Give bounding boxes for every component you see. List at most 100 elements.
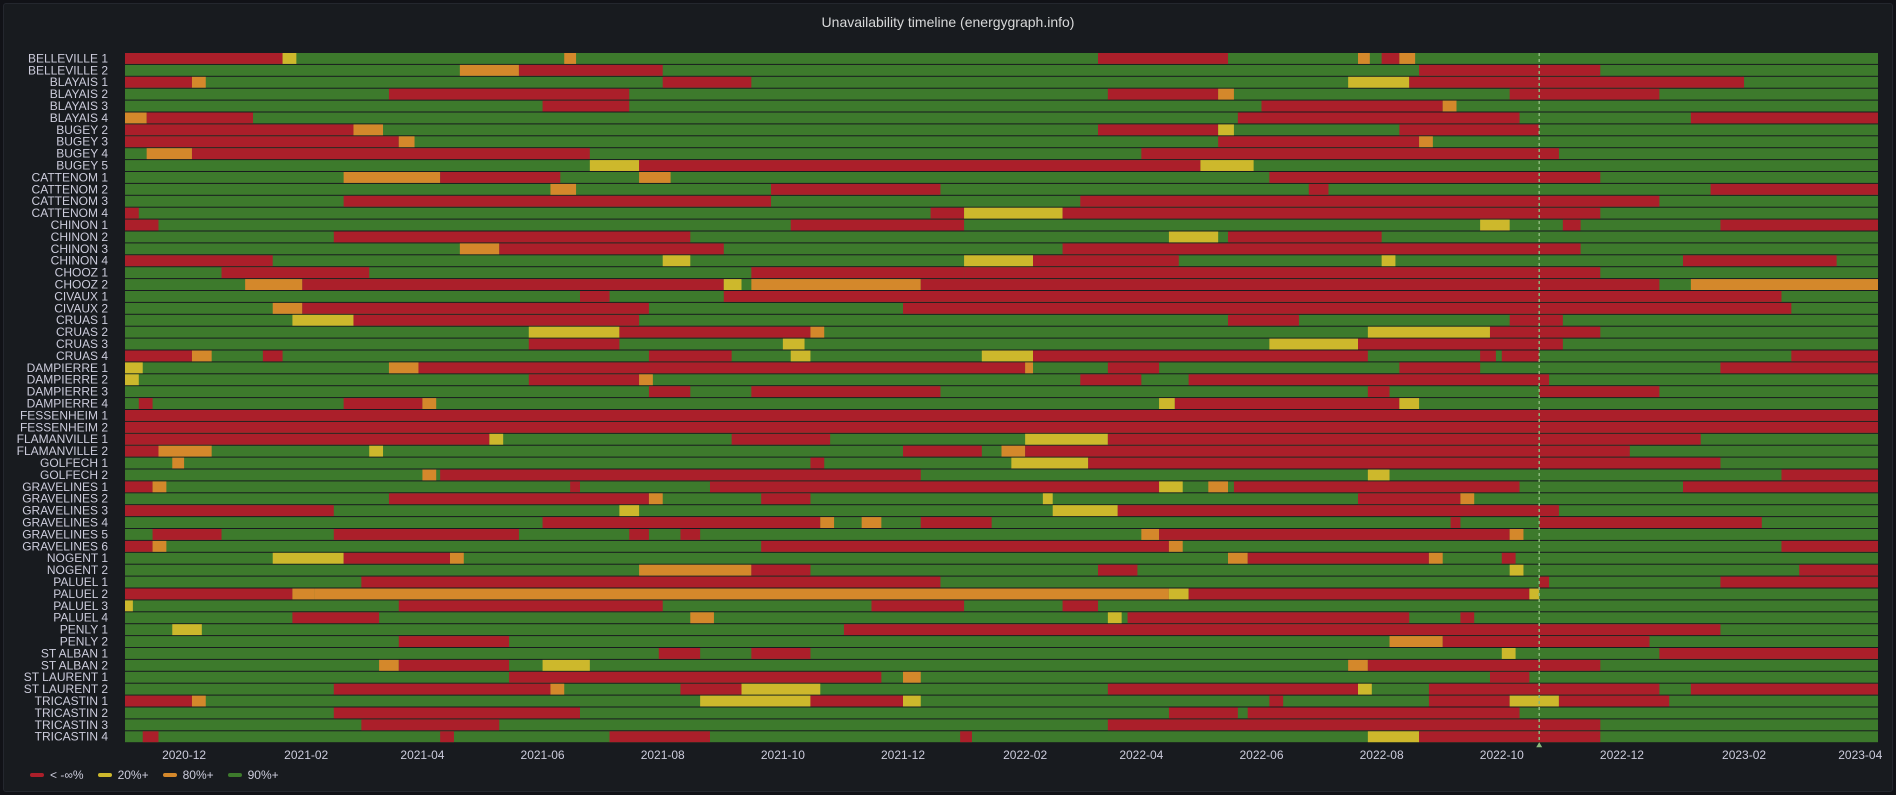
state-span[interactable]: [1348, 659, 1368, 671]
state-span[interactable]: [125, 731, 1878, 743]
state-span[interactable]: [1562, 219, 1581, 231]
state-span[interactable]: [790, 350, 811, 362]
state-span[interactable]: [1269, 172, 1601, 183]
state-span[interactable]: [570, 481, 580, 493]
state-span[interactable]: [1460, 612, 1475, 624]
state-span[interactable]: [782, 338, 805, 350]
state-span[interactable]: [1062, 243, 1581, 255]
state-span[interactable]: [292, 612, 380, 624]
panel-title[interactable]: Unavailability timeline (energygraph.inf…: [821, 14, 1075, 30]
state-span[interactable]: [125, 255, 273, 267]
legend-item[interactable]: 80%+: [162, 768, 214, 782]
state-span[interactable]: [1539, 576, 1550, 588]
state-span[interactable]: [1168, 540, 1183, 552]
state-span[interactable]: [292, 588, 315, 600]
state-span[interactable]: [125, 112, 147, 124]
state-span[interactable]: [1509, 529, 1524, 540]
state-span[interactable]: [388, 362, 419, 374]
state-span[interactable]: [1062, 600, 1099, 612]
state-span[interactable]: [1159, 481, 1183, 493]
state-span[interactable]: [191, 148, 590, 160]
state-span[interactable]: [1799, 564, 1878, 576]
state-span[interactable]: [302, 279, 724, 290]
state-span[interactable]: [1025, 445, 1630, 457]
state-span[interactable]: [422, 469, 437, 481]
state-span[interactable]: [1509, 314, 1563, 326]
state-span[interactable]: [388, 88, 630, 100]
state-span[interactable]: [158, 445, 212, 457]
state-span[interactable]: [639, 160, 1201, 171]
state-span[interactable]: [1399, 53, 1416, 64]
state-span[interactable]: [125, 683, 1878, 695]
state-span[interactable]: [1367, 469, 1390, 481]
state-span[interactable]: [1428, 695, 1510, 707]
state-span[interactable]: [125, 659, 1878, 671]
state-span[interactable]: [920, 279, 1660, 290]
state-span[interactable]: [1450, 517, 1461, 528]
state-span[interactable]: [418, 362, 1026, 374]
state-span[interactable]: [1098, 564, 1138, 576]
state-span[interactable]: [125, 374, 139, 386]
state-span[interactable]: [125, 350, 192, 362]
state-span[interactable]: [440, 172, 561, 183]
state-span[interactable]: [528, 374, 640, 386]
state-span[interactable]: [629, 529, 649, 540]
state-span[interactable]: [843, 624, 1721, 636]
state-span[interactable]: [1460, 493, 1475, 505]
state-span[interactable]: [125, 124, 354, 136]
state-span[interactable]: [518, 64, 663, 76]
state-span[interactable]: [700, 695, 811, 707]
state-span[interactable]: [964, 207, 1063, 219]
state-span[interactable]: [1159, 529, 1510, 540]
state-span[interactable]: [810, 326, 825, 338]
state-span[interactable]: [731, 433, 831, 445]
state-span[interactable]: [751, 648, 811, 659]
state-span[interactable]: [1690, 112, 1878, 124]
state-span[interactable]: [125, 148, 1878, 160]
state-span[interactable]: [1381, 53, 1400, 64]
state-span[interactable]: [1509, 695, 1559, 707]
state-span[interactable]: [810, 695, 904, 707]
state-span[interactable]: [609, 731, 710, 743]
state-span[interactable]: [361, 719, 500, 731]
state-span[interactable]: [142, 731, 159, 743]
state-span[interactable]: [369, 445, 384, 457]
state-span[interactable]: [751, 267, 965, 279]
state-span[interactable]: [1389, 636, 1443, 647]
state-span[interactable]: [1509, 88, 1660, 100]
state-span[interactable]: [125, 719, 1878, 731]
state-span[interactable]: [499, 243, 724, 255]
state-span[interactable]: [125, 64, 1878, 76]
state-span[interactable]: [903, 445, 982, 457]
state-span[interactable]: [125, 612, 1878, 624]
state-span[interactable]: [1501, 648, 1516, 659]
state-span[interactable]: [125, 326, 1878, 338]
state-span[interactable]: [1033, 350, 1368, 362]
state-span[interactable]: [1080, 374, 1142, 386]
state-span[interactable]: [761, 540, 1169, 552]
state-span[interactable]: [1107, 88, 1219, 100]
state-span[interactable]: [579, 291, 610, 302]
state-span[interactable]: [125, 410, 1878, 421]
state-span[interactable]: [398, 659, 510, 671]
state-span[interactable]: [1659, 648, 1878, 659]
state-span[interactable]: [1200, 160, 1254, 171]
state-span[interactable]: [1358, 493, 1461, 505]
state-span[interactable]: [146, 148, 192, 160]
state-span[interactable]: [861, 517, 882, 528]
state-span[interactable]: [1001, 445, 1026, 457]
state-span[interactable]: [125, 517, 1878, 528]
state-span[interactable]: [1088, 457, 1721, 469]
state-span[interactable]: [1358, 683, 1372, 695]
state-span[interactable]: [648, 386, 691, 398]
state-span[interactable]: [981, 350, 1034, 362]
state-span[interactable]: [125, 398, 1878, 409]
state-span[interactable]: [282, 53, 297, 64]
state-span[interactable]: [125, 707, 1878, 719]
state-span[interactable]: [528, 326, 620, 338]
state-span[interactable]: [343, 398, 423, 409]
state-span[interactable]: [125, 183, 1878, 195]
state-span[interactable]: [459, 243, 500, 255]
state-span[interactable]: [709, 481, 1160, 493]
state-span[interactable]: [125, 112, 1878, 124]
